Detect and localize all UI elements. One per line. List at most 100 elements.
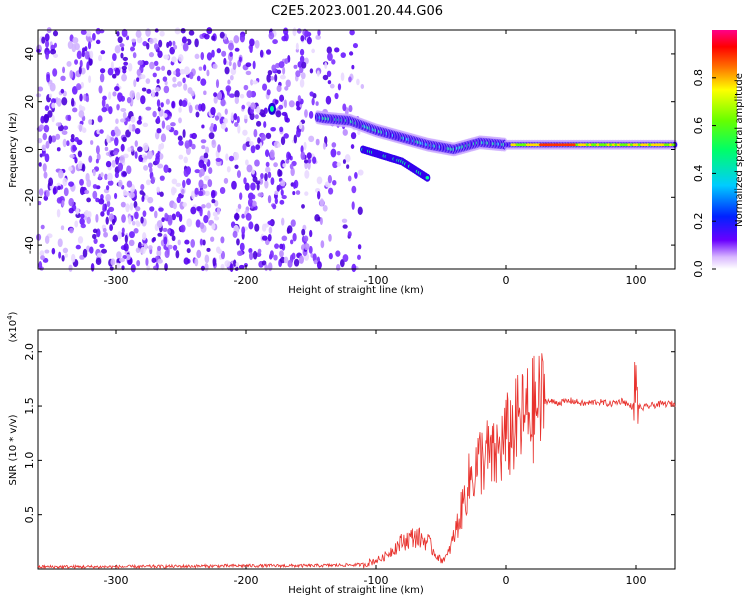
spectrogram-noise-cell (194, 38, 199, 48)
spectrogram-noise-cell (331, 59, 336, 65)
spectrogram-noise-cell (71, 85, 78, 95)
spectrogram-noise-cell (130, 116, 136, 123)
spectrogram-noise-cell (327, 52, 333, 62)
spectrogram-noise-cell (93, 238, 98, 244)
spectrogram-noise-cell (128, 216, 132, 225)
spectrogram-noise-cell (226, 87, 230, 96)
spectrogram-noise-cell (71, 97, 75, 107)
spectrogram-noise-cell (52, 68, 58, 77)
spectrogram-noise-cell (183, 156, 188, 164)
spectrogram-noise-cell (330, 148, 337, 158)
spectrogram-noise-cell (75, 207, 80, 215)
spectrogram-noise-cell (347, 175, 352, 182)
spectrogram-noise-cell (178, 140, 184, 146)
spectrogram-noise-cell (157, 258, 163, 264)
spectrogram-noise-cell (265, 161, 270, 168)
spectrogram-noise-cell (122, 255, 127, 260)
spectrogram-noise-cell (155, 155, 160, 165)
spectrogram-noise-cell (319, 198, 325, 207)
spectrogram-noise-cell (334, 92, 339, 100)
spectrogram-noise-cell (74, 137, 79, 143)
spectrogram-noise-cell (106, 209, 110, 216)
spectrogram-noise-cell (136, 68, 141, 77)
spectrogram-noise-cell (216, 207, 221, 215)
spectrogram-noise-cell (82, 248, 88, 258)
spectrogram-noise-cell (134, 151, 138, 159)
spectrogram-y-tick-label: 0 (23, 146, 36, 153)
spectrogram-noise-cell (160, 133, 167, 143)
spectrogram-noise-cell (270, 76, 275, 81)
spectrogram-noise-cell (322, 74, 329, 81)
spectrogram-noise-cell (48, 93, 53, 98)
spectrogram-noise-cell (161, 120, 166, 129)
spectrogram-noise-cell (301, 204, 305, 209)
spectrogram-noise-cell (283, 256, 289, 264)
spectrogram-noise-cell (120, 52, 124, 59)
spectrogram-noise-cell (274, 243, 280, 249)
spectrogram-noise-cell (85, 30, 92, 37)
spectrogram-noise-cell (121, 227, 125, 234)
spectrogram-noise-cell (122, 171, 127, 177)
spectrogram-noise-cell (89, 50, 94, 59)
spectrogram-x-tick-label: -100 (364, 274, 389, 287)
spectrogram-noise-cell (136, 36, 143, 44)
spectrogram-noise-cell (148, 245, 153, 250)
spectrogram-noise-cell (227, 79, 231, 85)
spectrogram-noise-cell (282, 66, 286, 75)
spectrogram-noise-cell (112, 234, 119, 242)
spectrogram-noise-cell (80, 223, 86, 229)
snr-ticks: -300 -200 -100 0 100 0.5 1.0 1.5 2.0 (23, 330, 675, 587)
spectrogram-noise-cell (77, 236, 84, 244)
spectrogram-noise-cell (39, 124, 44, 130)
spectrogram-noise-cell (50, 98, 56, 104)
spectrogram-noise-cell (226, 166, 231, 173)
spectrogram-noise-cell (147, 196, 154, 204)
spectrogram-noise-cell (145, 78, 151, 84)
spectrogram-noise-cell (171, 213, 177, 221)
spectrogram-noise-cell (146, 265, 150, 271)
spectrogram-noise-cell (77, 160, 83, 170)
spectrogram-noise-cell (190, 90, 195, 97)
spectrogram-noise-cell (267, 195, 272, 204)
spectrogram-noise-cell (205, 146, 210, 154)
spectrogram-noise-cell (232, 230, 238, 238)
spectrogram-noise-cell (233, 113, 238, 121)
spectrogram-noise-cell (281, 111, 288, 117)
spectrogram-noise-cell (175, 250, 180, 259)
spectrogram-noise-cell (123, 61, 129, 66)
spectrogram-noise-cell (157, 232, 163, 237)
spectrogram-noise-cell (254, 223, 260, 232)
spectrogram-noise-cell (142, 210, 147, 217)
spectrogram-noise-cell (278, 61, 285, 69)
spectrogram-noise-cell (50, 48, 57, 55)
spectrogram-noise-cell (229, 75, 234, 81)
spectrogram-noise-cell (142, 232, 147, 241)
spectrogram-noise-cell (281, 195, 287, 200)
spectrogram-noise-cell (201, 204, 206, 209)
spectrogram-noise-cell (328, 252, 333, 260)
spectrogram-noise-cell (173, 129, 179, 136)
spectrogram-noise-cell (104, 146, 109, 152)
spectrogram-noise-cell (198, 179, 204, 189)
spectrogram-noise-cell (166, 69, 172, 76)
spectrogram-noise-cell (44, 105, 50, 111)
spectrogram-noise-cell (275, 110, 282, 118)
spectrogram-noise-cell (167, 214, 173, 224)
spectrogram-noise-cell (130, 264, 136, 273)
spectrogram-noise-cell (132, 52, 137, 59)
spectrogram-noise-cell (233, 35, 240, 44)
spectrogram-noise-cell (92, 233, 97, 240)
spectrogram-noise-cell (109, 224, 114, 231)
colorbar-gradient (712, 30, 737, 269)
spectrogram-noise-cell (219, 186, 226, 195)
spectrogram-noise-cell (237, 203, 242, 210)
spectrogram-noise-cell (114, 137, 119, 146)
spectrogram-noise-cell (58, 251, 62, 259)
spectrogram-noise-cell (119, 257, 126, 263)
spectrogram-noise-cell (317, 29, 321, 36)
spectrogram-noise-cell (295, 190, 301, 195)
spectrogram-noise-cell (159, 175, 165, 181)
spectrogram-noise-cell (151, 89, 155, 98)
spectrogram-noise-cell (257, 248, 262, 254)
spectrogram-noise-cell (41, 36, 46, 44)
